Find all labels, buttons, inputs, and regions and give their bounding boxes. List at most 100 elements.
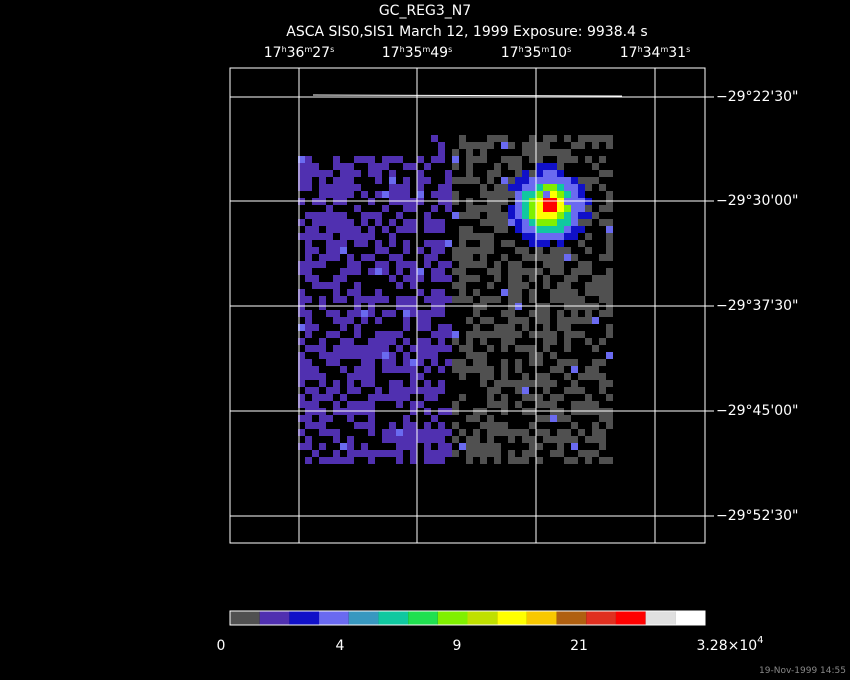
pixel	[326, 226, 333, 233]
pixel	[585, 268, 592, 275]
pixel	[585, 401, 592, 408]
pixel	[305, 457, 312, 464]
pixel	[557, 254, 564, 261]
pixel	[305, 310, 312, 317]
pixel	[417, 191, 424, 198]
pixel	[438, 443, 445, 450]
pixel	[298, 380, 305, 387]
pixel	[536, 240, 543, 247]
pixel	[564, 289, 571, 296]
pixel	[340, 443, 347, 450]
pixel	[389, 240, 396, 247]
pixel	[550, 394, 557, 401]
colorbar-swatch	[348, 611, 379, 625]
pixel	[438, 422, 445, 429]
pixel	[599, 359, 606, 366]
pixel	[571, 331, 578, 338]
pixel	[466, 254, 473, 261]
pixel	[606, 240, 613, 247]
pixel	[459, 345, 466, 352]
pixel	[508, 324, 515, 331]
pixel	[487, 373, 494, 380]
pixel	[487, 401, 494, 408]
pixel	[466, 443, 473, 450]
pixel	[487, 450, 494, 457]
pixel	[550, 149, 557, 156]
pixel	[417, 436, 424, 443]
pixel	[396, 443, 403, 450]
pixel	[340, 345, 347, 352]
pixel	[487, 135, 494, 142]
pixel	[396, 282, 403, 289]
pixel	[333, 429, 340, 436]
pixel	[543, 436, 550, 443]
pixel	[326, 394, 333, 401]
pixel	[368, 373, 375, 380]
pixel	[417, 352, 424, 359]
pixel	[480, 443, 487, 450]
pixel	[466, 163, 473, 170]
pixel	[494, 170, 501, 177]
pixel	[473, 331, 480, 338]
pixel	[487, 436, 494, 443]
pixel	[298, 156, 305, 163]
pixel	[431, 289, 438, 296]
pixel	[445, 240, 452, 247]
pixel	[466, 275, 473, 282]
pixel	[487, 387, 494, 394]
pixel	[522, 436, 529, 443]
pixel	[585, 436, 592, 443]
pixel	[529, 275, 536, 282]
pixel	[438, 310, 445, 317]
pixel	[375, 163, 382, 170]
pixel	[438, 184, 445, 191]
pixel	[333, 387, 340, 394]
pixel	[501, 359, 508, 366]
pixel	[508, 450, 515, 457]
pixel	[585, 317, 592, 324]
pixel	[445, 261, 452, 268]
pixel	[424, 240, 431, 247]
pixel	[389, 170, 396, 177]
pixel	[305, 261, 312, 268]
pixel	[417, 359, 424, 366]
pixel	[592, 317, 599, 324]
pixel	[536, 191, 543, 198]
pixel	[326, 331, 333, 338]
pixel	[459, 177, 466, 184]
pixel	[375, 394, 382, 401]
pixel	[438, 142, 445, 149]
pixel	[606, 254, 613, 261]
pixel	[305, 226, 312, 233]
pixel	[459, 212, 466, 219]
pixel	[508, 261, 515, 268]
pixel	[529, 233, 536, 240]
pixel	[543, 226, 550, 233]
pixel	[487, 247, 494, 254]
pixel	[438, 219, 445, 226]
pixel	[368, 254, 375, 261]
pixel	[606, 331, 613, 338]
pixel	[606, 310, 613, 317]
pixel	[494, 261, 501, 268]
pixel	[389, 310, 396, 317]
pixel	[410, 422, 417, 429]
pixel	[347, 345, 354, 352]
subtitle: ASCA SIS0,SIS1 March 12, 1999 Exposure: …	[286, 24, 647, 40]
pixel	[571, 268, 578, 275]
pixel	[543, 261, 550, 268]
pixel	[494, 443, 501, 450]
pixel	[557, 261, 564, 268]
pixel	[410, 219, 417, 226]
pixel	[466, 345, 473, 352]
pixel	[368, 268, 375, 275]
pixel	[389, 156, 396, 163]
pixel	[585, 156, 592, 163]
pixel	[592, 212, 599, 219]
pixel	[473, 324, 480, 331]
pixel	[305, 317, 312, 324]
pixel	[424, 366, 431, 373]
pixel	[452, 359, 459, 366]
